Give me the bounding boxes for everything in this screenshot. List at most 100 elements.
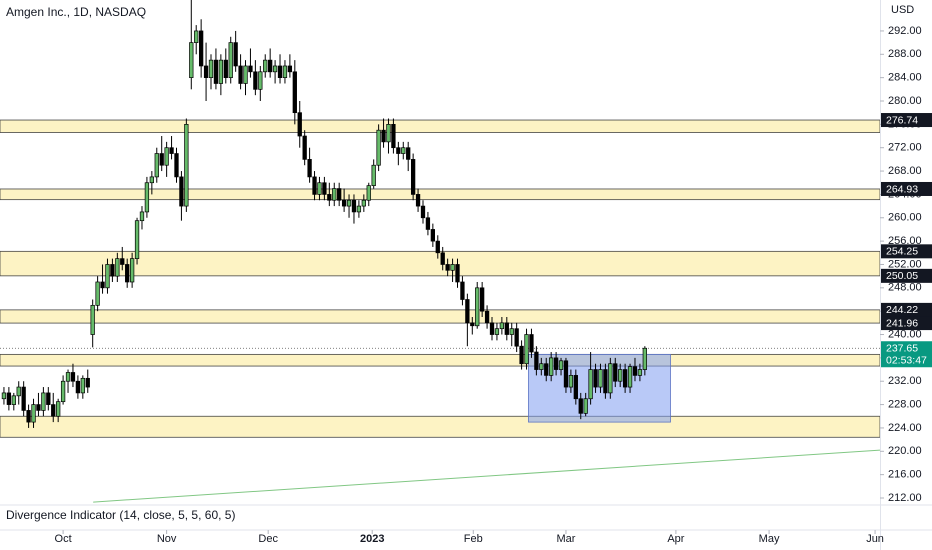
candle-body xyxy=(361,199,366,207)
x-tick-label: Feb xyxy=(464,533,483,545)
candle-body xyxy=(470,322,475,327)
candle-body xyxy=(356,205,362,213)
candle-body xyxy=(36,404,41,411)
candle-body xyxy=(149,176,154,184)
candle-body xyxy=(598,369,603,388)
candle-body xyxy=(6,392,12,405)
candle-body xyxy=(233,42,238,67)
candle-body xyxy=(248,65,253,73)
candle-body xyxy=(282,65,288,78)
candle-body xyxy=(164,147,169,166)
candle-body xyxy=(213,59,219,84)
candle-body xyxy=(21,386,26,411)
last-price-tag: 237.65 xyxy=(886,343,918,355)
x-tick-label: Oct xyxy=(55,533,72,545)
candle-body xyxy=(494,328,500,335)
chart-title: Amgen Inc., 1D, NASDAQ xyxy=(6,5,146,19)
candle-body xyxy=(90,304,95,335)
candle-body xyxy=(332,188,337,201)
y-tick-label: 268.00 xyxy=(888,165,922,177)
y-tick-label: 232.00 xyxy=(888,375,922,387)
candle-body xyxy=(189,42,194,78)
candle-body xyxy=(391,124,396,149)
candle-body xyxy=(11,395,16,405)
candle-body xyxy=(465,299,470,324)
candle-body xyxy=(549,357,554,376)
candle-body xyxy=(312,176,317,195)
price-tag-bg xyxy=(881,113,932,128)
candle-body xyxy=(169,147,174,154)
candle-body xyxy=(489,322,495,335)
candle-body xyxy=(134,220,140,259)
candle-body xyxy=(455,264,460,283)
candle-body xyxy=(302,135,307,160)
candle-body xyxy=(524,334,529,365)
candle-body xyxy=(563,360,569,388)
candle-body xyxy=(529,334,534,353)
price-tag-bg xyxy=(881,302,932,317)
candle-body xyxy=(376,129,381,166)
candle-body xyxy=(450,264,455,271)
candle-body xyxy=(371,164,376,187)
candle-body xyxy=(203,65,209,78)
candle-body xyxy=(406,147,411,160)
candle-body xyxy=(125,264,130,283)
candle-body xyxy=(578,398,583,414)
price-tag-bg xyxy=(881,244,932,259)
candle-body xyxy=(179,176,184,207)
candle-body xyxy=(159,153,164,166)
y-tick-label: 252.00 xyxy=(888,258,922,270)
zone xyxy=(0,309,881,324)
candle-body xyxy=(420,205,426,219)
price-tag: 250.05 xyxy=(886,270,918,282)
candle-body xyxy=(110,264,115,277)
zone xyxy=(0,353,881,367)
y-tick-label: 224.00 xyxy=(888,422,922,434)
candle-body xyxy=(100,281,105,289)
candle-body xyxy=(85,377,90,388)
candle-body xyxy=(351,199,357,213)
candle-body xyxy=(31,404,36,423)
currency: USD xyxy=(891,4,914,16)
candle-body xyxy=(568,375,574,388)
candle-body xyxy=(558,360,564,370)
y-tick-label: 220.00 xyxy=(888,445,922,457)
candle-body xyxy=(430,229,436,242)
candle-body xyxy=(519,345,524,365)
indicator-label: Divergence Indicator (14, close, 5, 5, 6… xyxy=(6,508,235,522)
candle-body xyxy=(292,71,297,114)
candle-body xyxy=(243,65,248,84)
price-tag: 241.96 xyxy=(886,317,918,329)
y-tick-label: 240.00 xyxy=(888,328,922,340)
candle-body xyxy=(618,369,623,382)
candle-body xyxy=(642,347,647,370)
candle-body xyxy=(366,185,371,201)
zone xyxy=(0,188,881,201)
candle-body xyxy=(627,366,633,388)
candle-body xyxy=(386,124,391,143)
price-tag-bg xyxy=(881,268,932,283)
candle-body xyxy=(475,287,480,327)
candle-body xyxy=(154,153,159,178)
y-tick-label: 280.00 xyxy=(888,95,922,107)
candle-body xyxy=(460,281,465,300)
candle-body xyxy=(322,182,327,195)
candle-body xyxy=(277,65,283,78)
candle-body xyxy=(583,398,588,414)
candle-body xyxy=(637,369,643,376)
price-tag-bg xyxy=(881,316,932,331)
candle-body xyxy=(499,322,505,330)
y-tick-label: 256.00 xyxy=(888,235,922,247)
candle-body xyxy=(51,404,56,417)
candle-body xyxy=(263,59,268,73)
y-tick-label: 260.00 xyxy=(888,212,922,224)
candle-body xyxy=(223,59,228,78)
y-tick-label: 212.00 xyxy=(888,492,922,504)
candle-body xyxy=(46,392,51,405)
candle-body xyxy=(70,372,76,382)
x-tick-label: Apr xyxy=(667,533,684,545)
candle-body xyxy=(287,65,293,73)
candle-body xyxy=(608,363,613,394)
y-tick-label: 284.00 xyxy=(888,72,922,84)
candle-body xyxy=(445,264,450,271)
